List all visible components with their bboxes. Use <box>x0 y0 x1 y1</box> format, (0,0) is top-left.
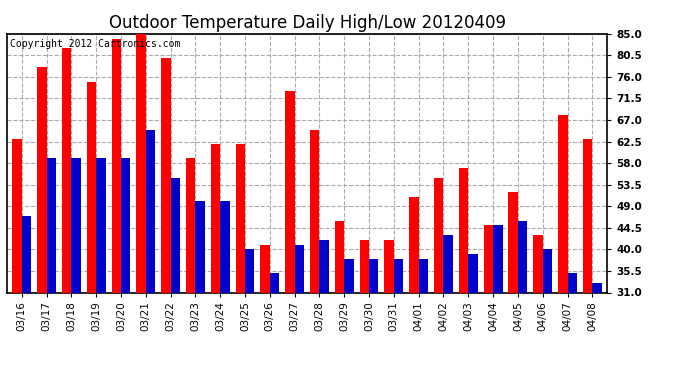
Bar <box>558 115 567 375</box>
Bar <box>384 240 394 375</box>
Bar <box>493 225 502 375</box>
Bar <box>409 196 419 375</box>
Bar <box>220 201 230 375</box>
Bar <box>186 158 195 375</box>
Bar <box>567 273 577 375</box>
Bar <box>592 283 602 375</box>
Bar <box>260 244 270 375</box>
Bar <box>459 168 469 375</box>
Bar <box>509 192 518 375</box>
Bar <box>195 201 205 375</box>
Bar <box>22 216 31 375</box>
Bar <box>369 259 379 375</box>
Bar <box>335 220 344 375</box>
Bar <box>137 34 146 375</box>
Bar <box>310 130 319 375</box>
Bar <box>161 58 170 375</box>
Bar <box>543 249 552 375</box>
Bar <box>583 139 592 375</box>
Bar <box>245 249 255 375</box>
Bar <box>285 91 295 375</box>
Bar <box>295 244 304 375</box>
Bar <box>419 259 428 375</box>
Bar <box>518 220 527 375</box>
Bar <box>394 259 403 375</box>
Bar <box>484 225 493 375</box>
Bar <box>121 158 130 375</box>
Bar <box>344 259 354 375</box>
Bar <box>359 240 369 375</box>
Text: Copyright 2012 Cartronics.com: Copyright 2012 Cartronics.com <box>10 39 180 49</box>
Bar <box>112 39 121 375</box>
Bar <box>444 235 453 375</box>
Bar <box>87 82 96 375</box>
Bar <box>37 67 47 375</box>
Bar <box>170 177 180 375</box>
Bar <box>533 235 543 375</box>
Bar <box>71 158 81 375</box>
Bar <box>47 158 56 375</box>
Bar <box>319 240 329 375</box>
Title: Outdoor Temperature Daily High/Low 20120409: Outdoor Temperature Daily High/Low 20120… <box>108 14 506 32</box>
Bar <box>62 48 71 375</box>
Bar <box>270 273 279 375</box>
Bar <box>211 144 220 375</box>
Bar <box>12 139 22 375</box>
Bar <box>96 158 106 375</box>
Bar <box>469 254 477 375</box>
Bar <box>434 177 444 375</box>
Bar <box>235 144 245 375</box>
Bar <box>146 130 155 375</box>
